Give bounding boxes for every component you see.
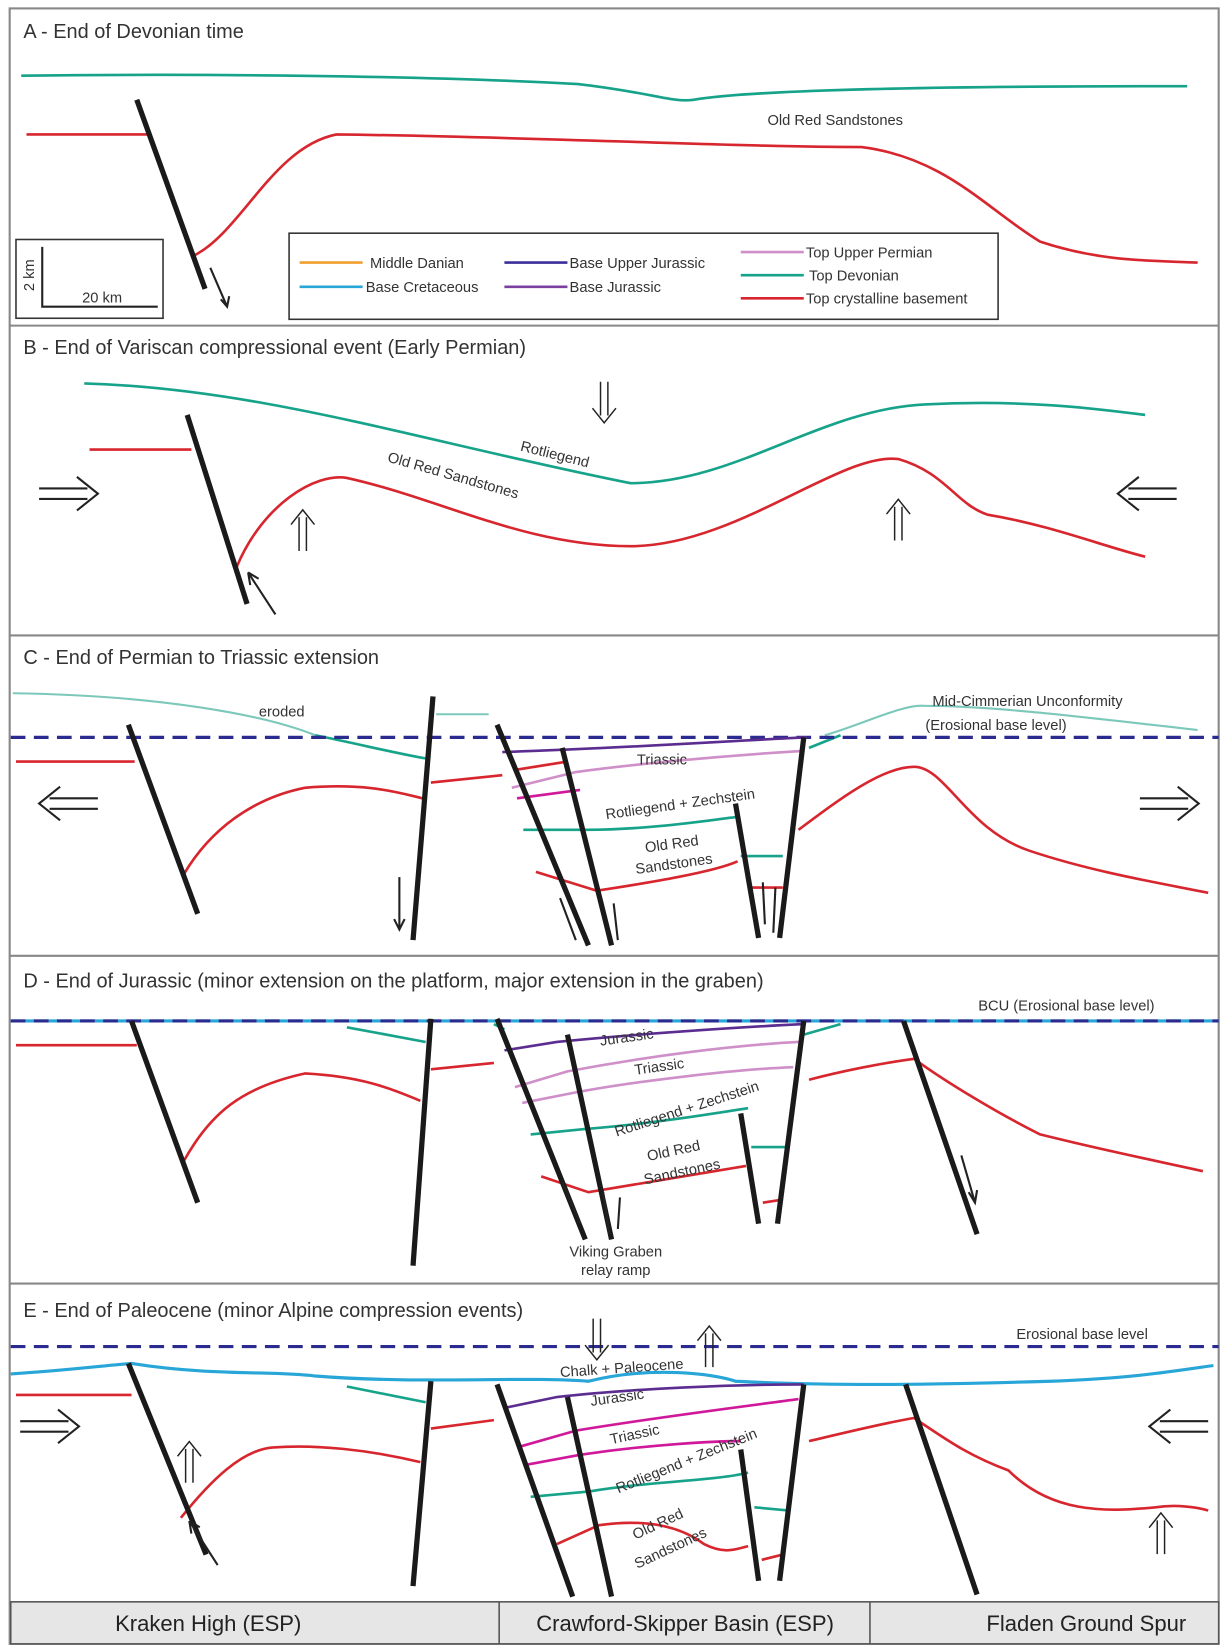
panel-b: B - End of Variscan compressional event … [23, 337, 1176, 614]
unit-label: BCU (Erosional base level) [978, 998, 1154, 1014]
panel-title: D - End of Jurassic (minor extension on … [23, 970, 763, 992]
legend-label: Top Devonian [809, 268, 899, 284]
panel-title: C - End of Permian to Triassic extension [23, 647, 379, 669]
region-label: Kraken High (ESP) [115, 1611, 301, 1636]
legend-label: Top crystalline basement [806, 292, 968, 308]
unit-label: (Erosional base level) [925, 718, 1066, 734]
unit-label: Old Red Sandstones [768, 113, 904, 129]
legend-label: Top Upper Permian [806, 245, 933, 261]
scale-label: 2 km [22, 259, 38, 291]
legend-label: Middle Danian [370, 256, 464, 272]
unit-label: Triassic [637, 753, 687, 769]
region-label: Crawford-Skipper Basin (ESP) [536, 1611, 834, 1636]
diagram: A - End of Devonian time Old Red Sandsto… [0, 0, 1221, 1647]
panel-c: C - End of Permian to Triassic extension… [11, 647, 1219, 946]
panel-dividers [10, 326, 1219, 1284]
unit-label: Chalk + Paleocene [560, 1357, 685, 1382]
panel-e: E - End of Paleocene (minor Alpine compr… [11, 1300, 1219, 1596]
scale-label: 20 km [82, 291, 122, 307]
unit-label: Erosional base level [1016, 1327, 1147, 1343]
region-bar: Kraken High (ESP) Crawford-Skipper Basin… [11, 1602, 1219, 1644]
panel-title: B - End of Variscan compressional event … [23, 337, 526, 359]
panel-a: A - End of Devonian time Old Red Sandsto… [16, 21, 1198, 320]
legend-label: Base Jurassic [570, 280, 661, 296]
unit-label: Old Red [644, 833, 700, 856]
unit-label: eroded [259, 704, 305, 720]
unit-label: relay ramp [581, 1263, 650, 1279]
panel-d: D - End of Jurassic (minor extension on … [11, 970, 1219, 1279]
unit-label: Mid-Cimmerian Unconformity [932, 694, 1123, 710]
legend-label: Base Upper Jurassic [570, 256, 706, 272]
unit-label: Triassic [609, 1422, 661, 1448]
region-label: Fladen Ground Spur [986, 1611, 1186, 1636]
unit-label: Jurassic [590, 1387, 646, 1410]
unit-label: Viking Graben [569, 1244, 662, 1260]
panel-title: E - End of Paleocene (minor Alpine compr… [23, 1300, 523, 1322]
unit-label: Jurassic [599, 1026, 655, 1049]
panel-title: A - End of Devonian time [23, 21, 244, 43]
legend-label: Base Cretaceous [366, 280, 479, 296]
